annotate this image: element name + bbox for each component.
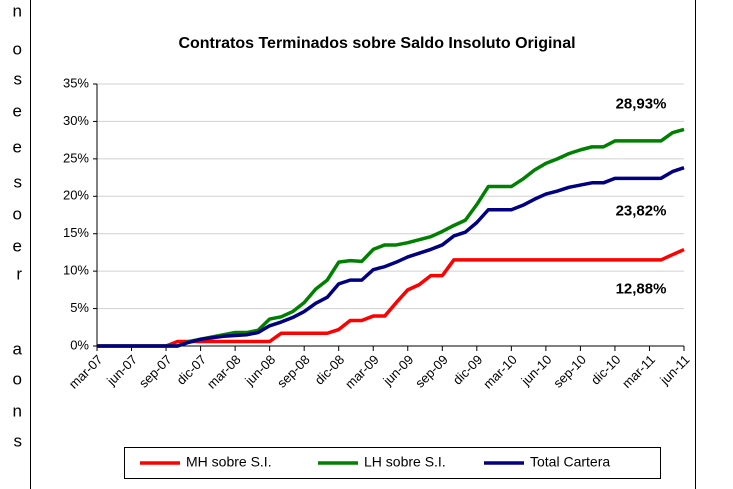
margin-text: n — [13, 401, 22, 420]
y-tick-label: 25% — [63, 150, 89, 165]
margin-text: e — [13, 101, 22, 120]
margin-text: s — [14, 431, 23, 450]
legend-label: MH sobre S.I. — [186, 454, 272, 470]
margin-text: r — [16, 264, 22, 283]
y-tick-label: 5% — [70, 300, 89, 315]
margin-text: e — [13, 236, 22, 255]
margin-text: o — [13, 39, 22, 58]
y-tick-label: 10% — [63, 263, 89, 278]
margin-text: n — [13, 1, 22, 20]
margin-text: a — [13, 339, 23, 358]
y-tick-label: 0% — [70, 337, 89, 352]
y-tick-label: 30% — [63, 113, 89, 128]
margin-text: e — [13, 137, 22, 156]
margin-text: o — [13, 204, 22, 223]
series-line — [97, 166, 685, 348]
margin-text: s — [14, 172, 23, 191]
chart-title: Contratos Terminados sobre Saldo Insolut… — [178, 35, 575, 52]
legend-box — [124, 447, 661, 479]
legend-label: LH sobre S.I. — [364, 454, 446, 470]
data-label: 12,88% — [616, 281, 667, 298]
margin-text: s — [14, 69, 23, 88]
chart-frame — [30, 0, 696, 489]
margin-text: o — [13, 369, 22, 388]
y-tick-label: 20% — [63, 188, 89, 203]
y-tick-label: 35% — [63, 75, 89, 90]
data-label: 23,82% — [616, 203, 667, 220]
data-label: 28,93% — [616, 95, 667, 112]
legend-label: Total Cartera — [530, 454, 610, 470]
y-tick-label: 15% — [63, 225, 89, 240]
